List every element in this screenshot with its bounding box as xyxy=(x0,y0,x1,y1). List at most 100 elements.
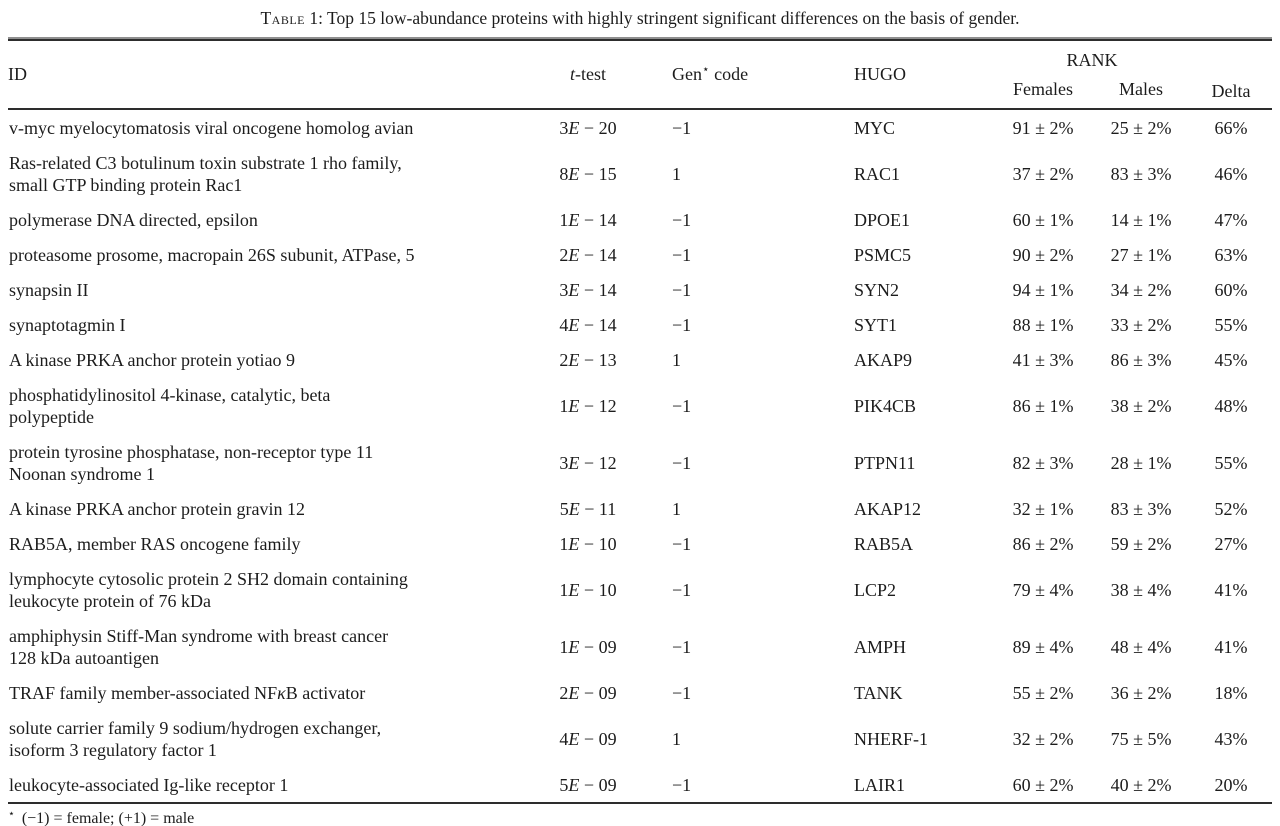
cell-gen-code: −1 xyxy=(672,774,692,795)
cell-rank-females: 79 ± 4% xyxy=(1012,579,1074,600)
table-caption: Table 1: Top 15 low-abundance proteins w… xyxy=(0,7,1280,29)
cell-rank-males: 36 ± 2% xyxy=(1110,682,1172,703)
cell-id: leukocyte-associated Ig-like receptor 1 xyxy=(9,774,289,795)
cell-ttest: 4E − 09 xyxy=(559,728,617,749)
table-row: proteasome prosome, macropain 26S subuni… xyxy=(8,237,1272,272)
cell-delta: 18% xyxy=(1214,682,1248,703)
cell-id: solute carrier family 9 sodium/hydrogen … xyxy=(9,717,382,760)
footnote-star-marker: ⋆ xyxy=(8,807,15,820)
cell-delta: 63% xyxy=(1214,244,1248,265)
cell-hugo: PSMC5 xyxy=(854,244,912,265)
cell-rank-females: 60 ± 2% xyxy=(1012,774,1074,795)
cell-hugo: PTPN11 xyxy=(854,452,916,473)
cell-ttest: 1E − 10 xyxy=(559,579,617,600)
cell-rank-males: 25 ± 2% xyxy=(1110,117,1172,138)
gen-star-marker: ⋆ xyxy=(702,62,710,76)
cell-rank-males: 28 ± 1% xyxy=(1110,452,1172,473)
cell-ttest: 1E − 12 xyxy=(559,395,617,416)
cell-gen-code: −1 xyxy=(672,533,692,554)
cell-delta: 43% xyxy=(1214,728,1248,749)
cell-rank-males: 86 ± 3% xyxy=(1110,349,1172,370)
cell-gen-code: −1 xyxy=(672,395,692,416)
table-row: amphiphysin Stiff-Man syndrome with brea… xyxy=(8,618,1272,675)
cell-gen-code: 1 xyxy=(672,498,681,519)
cell-gen-code: −1 xyxy=(672,117,692,138)
cell-rank-females: 60 ± 1% xyxy=(1012,209,1074,230)
cell-hugo: TANK xyxy=(854,682,903,703)
cell-delta: 46% xyxy=(1214,163,1248,184)
cell-rank-females: 41 ± 3% xyxy=(1012,349,1074,370)
cell-id: synapsin II xyxy=(9,279,89,300)
cell-ttest: 3E − 12 xyxy=(559,452,617,473)
cell-rank-males: 83 ± 3% xyxy=(1110,498,1172,519)
table-row: solute carrier family 9 sodium/hydrogen … xyxy=(8,710,1272,767)
cell-rank-females: 86 ± 2% xyxy=(1012,533,1074,554)
cell-ttest: 4E − 14 xyxy=(559,314,617,335)
top-rule xyxy=(8,37,1272,41)
column-header-delta: Delta xyxy=(1211,81,1251,101)
cell-ttest: 1E − 09 xyxy=(559,636,617,657)
cell-rank-males: 59 ± 2% xyxy=(1110,533,1172,554)
table-row: synaptotagmin I 4E − 14 −1 SYT1 88 ± 1% 33 ± … xyxy=(8,307,1272,342)
cell-id: protein tyrosine phosphatase, non-recept… xyxy=(9,441,374,484)
cell-hugo: PIK4CB xyxy=(854,395,917,416)
cell-hugo: AKAP12 xyxy=(854,498,922,519)
cell-id: v-myc myelocytomatosis viral oncogene ho… xyxy=(9,117,414,138)
cell-hugo: MYC xyxy=(854,117,896,138)
cell-hugo: RAC1 xyxy=(854,163,901,184)
cell-hugo: NHERF-1 xyxy=(854,728,929,749)
cell-hugo: AKAP9 xyxy=(854,349,913,370)
column-header-id: ID xyxy=(8,64,27,84)
cell-hugo: LCP2 xyxy=(854,579,897,600)
cell-ttest: 2E − 13 xyxy=(559,349,617,370)
cell-hugo: RAB5A xyxy=(854,533,914,554)
cell-id: A kinase PRKA anchor protein gravin 12 xyxy=(9,498,305,519)
cell-delta: 47% xyxy=(1214,209,1248,230)
cell-gen-code: 1 xyxy=(672,728,681,749)
cell-delta: 55% xyxy=(1214,452,1248,473)
cell-rank-females: 89 ± 4% xyxy=(1012,636,1074,657)
cell-ttest: 3E − 14 xyxy=(559,279,617,300)
cell-rank-males: 34 ± 2% xyxy=(1110,279,1172,300)
table-row: A kinase PRKA anchor protein gravin 12 5E… xyxy=(8,491,1272,526)
table-row: protein tyrosine phosphatase, non-recept… xyxy=(8,434,1272,491)
table-body: v-myc myelocytomatosis viral oncogene ho… xyxy=(8,109,1272,803)
cell-delta: 66% xyxy=(1214,117,1248,138)
cell-rank-females: 37 ± 2% xyxy=(1012,163,1074,184)
cell-id: TRAF family member-associated NFκB activ… xyxy=(9,682,366,703)
cell-id: synaptotagmin I xyxy=(9,314,126,335)
cell-rank-females: 86 ± 1% xyxy=(1012,395,1074,416)
header-row-1: ID t-test Gen⋆ code HUGO RANK Delta xyxy=(8,41,1272,101)
cell-rank-males: 75 ± 5% xyxy=(1110,728,1172,749)
cell-delta: 45% xyxy=(1214,349,1248,370)
cell-delta: 41% xyxy=(1214,636,1248,657)
cell-ttest: 1E − 14 xyxy=(559,209,617,230)
cell-rank-females: 32 ± 2% xyxy=(1012,728,1074,749)
cell-ttest: 2E − 09 xyxy=(559,682,617,703)
cell-ttest: 2E − 14 xyxy=(559,244,617,265)
column-header-ttest: t-test xyxy=(569,64,606,84)
cell-gen-code: −1 xyxy=(672,209,692,230)
cell-ttest: 1E − 10 xyxy=(559,533,617,554)
table-footnote: ⋆ (−1) = female; (+1) = male xyxy=(8,807,1280,826)
cell-hugo: SYN2 xyxy=(854,279,900,300)
cell-rank-males: 38 ± 2% xyxy=(1110,395,1172,416)
cell-ttest: 5E − 11 xyxy=(559,498,617,519)
cell-rank-females: 32 ± 1% xyxy=(1012,498,1074,519)
cell-gen-code: −1 xyxy=(672,314,692,335)
table-row: Ras-related C3 botulinum toxin substrate… xyxy=(8,145,1272,202)
cell-id: Ras-related C3 botulinum toxin substrate… xyxy=(9,152,402,195)
table-row: RAB5A, member RAS oncogene family 1E − 10… xyxy=(8,526,1272,561)
cell-rank-males: 27 ± 1% xyxy=(1110,244,1172,265)
cell-rank-males: 83 ± 3% xyxy=(1110,163,1172,184)
results-table: ID t-test Gen⋆ code HUGO RANK Delta Fema… xyxy=(8,41,1272,804)
cell-ttest: 3E − 20 xyxy=(559,117,617,138)
cell-ttest: 5E − 09 xyxy=(559,774,617,795)
footnote-text: (−1) = female; (+1) = male xyxy=(21,810,195,826)
cell-rank-females: 88 ± 1% xyxy=(1012,314,1074,335)
table-row: A kinase PRKA anchor protein yotiao 9 2E … xyxy=(8,342,1272,377)
cell-hugo: AMPH xyxy=(854,636,907,657)
cell-hugo: SYT1 xyxy=(854,314,898,335)
cell-id: RAB5A, member RAS oncogene family xyxy=(9,533,301,554)
cell-gen-code: −1 xyxy=(672,279,692,300)
